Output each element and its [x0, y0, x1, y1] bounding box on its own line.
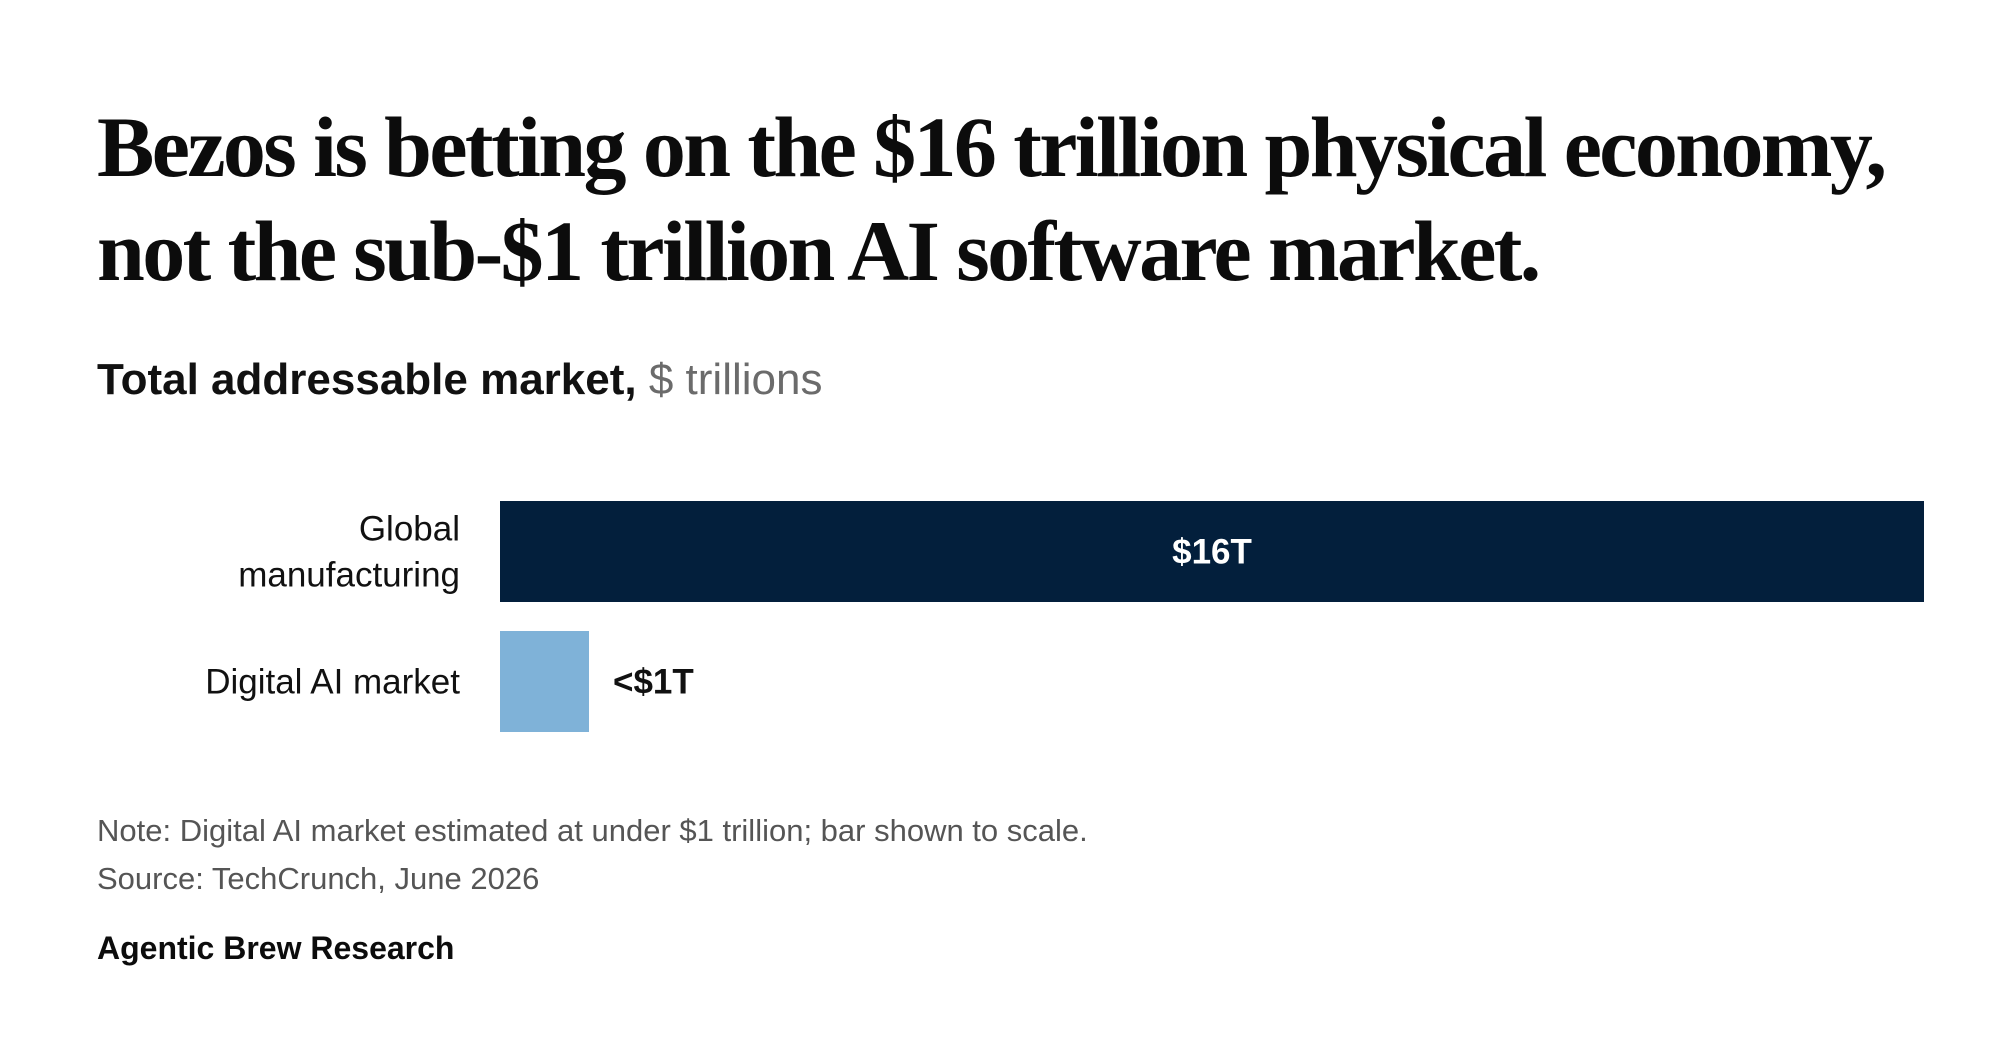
category-label-2: Digital AI market: [205, 663, 460, 702]
brand-credit: Agentic Brew Research: [97, 930, 455, 966]
headline: Bezos is betting on the $16 trillion phy…: [97, 99, 1887, 299]
bar-chart: Global manufacturing $16T Digital AI market…: [97, 501, 1937, 741]
bar-1: [500, 501, 1924, 602]
category-label-1: Global manufacturing: [238, 510, 460, 595]
data-label-1: $16T: [1172, 533, 1252, 572]
data-label-2: <$1T: [613, 663, 694, 702]
chart-page: Bezos is betting on the $16 trillion phy…: [97, 95, 1937, 966]
subtitle-title: Total addressable market,: [97, 355, 637, 404]
note-text: Note: Digital AI market estimated at und…: [97, 813, 1088, 848]
source-text: Source: TechCrunch, June 2026: [97, 861, 540, 896]
subtitle-unit: $ trillions: [648, 355, 823, 404]
bar-chart-svg: Global manufacturing $16T Digital AI market…: [205, 501, 1924, 732]
bar-2: [500, 631, 589, 732]
chart-notes: Note: Digital AI market estimated at und…: [97, 807, 1088, 903]
chart-subtitle: Total addressable market, $ trillions: [97, 353, 1937, 407]
